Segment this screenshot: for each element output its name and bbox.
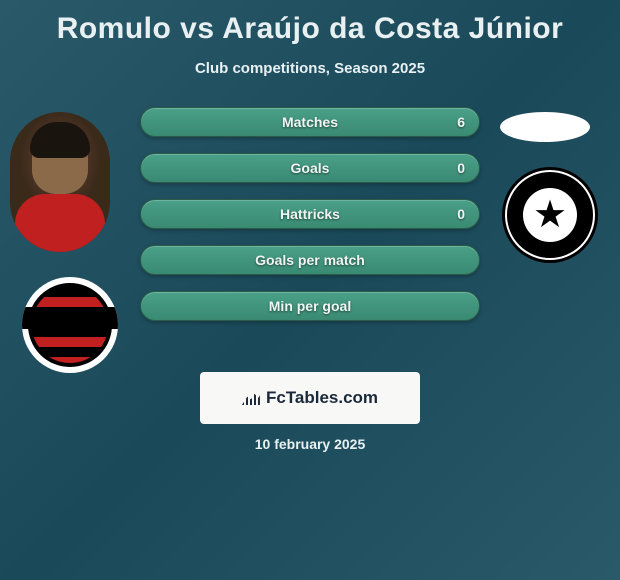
badge-band: [22, 307, 118, 329]
club-badge-left: [22, 277, 118, 373]
player-photo-right-placeholder: [500, 112, 590, 142]
branding-text: FcTables.com: [266, 388, 378, 408]
player-jersey: [15, 194, 105, 252]
branding-badge: FcTables.com: [200, 372, 420, 424]
chart-icon: [242, 391, 260, 405]
stat-value: 0: [457, 160, 465, 176]
stat-bar-goals-per-match: Goals per match: [140, 245, 480, 275]
club-badge-right: ★: [502, 167, 598, 263]
page-title: Romulo vs Araújo da Costa Júnior: [0, 0, 620, 46]
stat-bars: Matches 6 Goals 0 Hattricks 0 Goals per …: [140, 107, 480, 337]
stat-bar-min-per-goal: Min per goal: [140, 291, 480, 321]
date-text: 10 february 2025: [0, 436, 620, 452]
badge-ring: [505, 170, 595, 260]
comparison-area: ★ Matches 6 Goals 0 Hattricks 0 Goals pe…: [0, 107, 620, 407]
stat-label: Min per goal: [269, 298, 351, 314]
stat-label: Goals: [291, 160, 330, 176]
stat-label: Matches: [282, 114, 338, 130]
stat-label: Hattricks: [280, 206, 340, 222]
stat-value: 0: [457, 206, 465, 222]
stat-label: Goals per match: [255, 252, 365, 268]
stat-bar-goals: Goals 0: [140, 153, 480, 183]
page-subtitle: Club competitions, Season 2025: [0, 60, 620, 77]
player-photo-left: [10, 112, 110, 252]
stat-bar-matches: Matches 6: [140, 107, 480, 137]
stat-value: 6: [457, 114, 465, 130]
stat-bar-hattricks: Hattricks 0: [140, 199, 480, 229]
